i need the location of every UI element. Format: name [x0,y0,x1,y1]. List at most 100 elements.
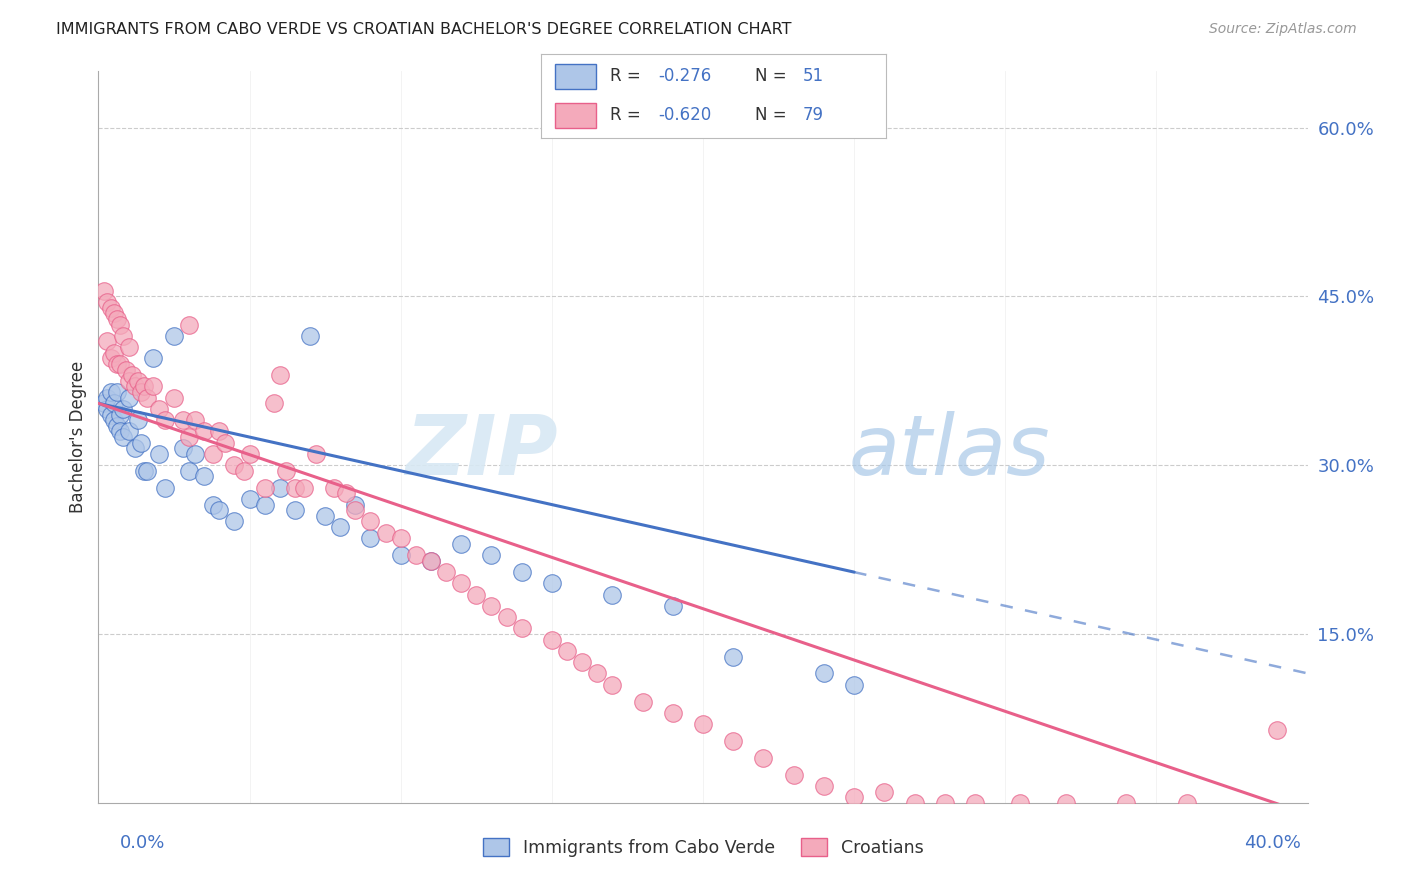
Point [661,706,683,720]
Point [93,396,115,410]
Text: atlas: atlas [848,411,1050,492]
Point [1010,796,1032,810]
Text: R =: R = [610,68,647,86]
Point [105,357,128,371]
Point [114,362,136,376]
Point [420,554,443,568]
Point [153,413,176,427]
Point [555,644,578,658]
Point [481,599,503,613]
Point [329,520,352,534]
Point [105,418,128,433]
Point [335,486,357,500]
Point [239,491,262,506]
Point [111,430,134,444]
Point [284,503,307,517]
Point [148,447,170,461]
Point [269,481,291,495]
Point [129,435,152,450]
Point [389,548,412,562]
Point [253,498,276,512]
Point [510,565,533,579]
Point [193,425,215,439]
Point [208,425,231,439]
Point [420,554,443,568]
Point [323,481,346,495]
Point [274,464,297,478]
FancyBboxPatch shape [555,103,596,128]
Point [299,328,322,343]
Point [263,396,285,410]
Point [224,458,246,473]
Point [118,340,141,354]
Point [100,301,122,315]
Point [108,425,131,439]
Point [129,385,152,400]
Point [105,312,128,326]
Point [100,351,122,366]
Point [1054,796,1077,810]
Point [631,694,654,708]
Point [224,515,246,529]
Point [374,525,396,540]
Point [752,751,775,765]
Legend: Immigrants from Cabo Verde, Croatians: Immigrants from Cabo Verde, Croatians [475,831,931,863]
Text: N =: N = [755,106,792,124]
Point [1267,723,1289,737]
Point [132,379,155,393]
Point [305,447,328,461]
Point [202,498,225,512]
Point [844,678,866,692]
Point [292,481,315,495]
Point [111,401,134,416]
Text: IMMIGRANTS FROM CABO VERDE VS CROATIAN BACHELOR'S DEGREE CORRELATION CHART: IMMIGRANTS FROM CABO VERDE VS CROATIAN B… [56,22,792,37]
Point [142,379,165,393]
Point [450,576,472,591]
Point [813,666,835,681]
Point [184,413,207,427]
Point [284,481,307,495]
Point [135,391,157,405]
Text: -0.276: -0.276 [658,68,711,86]
Point [93,284,115,298]
Point [844,790,866,805]
Y-axis label: Bachelor's Degree: Bachelor's Degree [69,361,87,513]
Point [434,565,457,579]
Point [108,318,131,332]
Point [103,306,125,320]
Point [142,351,165,366]
Point [135,464,157,478]
Point [124,442,146,456]
Point [1115,796,1137,810]
Point [100,385,122,400]
Point [232,464,254,478]
Point [184,447,207,461]
Point [208,503,231,517]
Point [163,328,186,343]
Point [103,396,125,410]
Point [360,532,382,546]
Point [108,408,131,422]
Point [904,796,927,810]
Point [172,413,194,427]
Point [465,588,488,602]
Point [96,391,118,405]
Point [253,481,276,495]
Point [602,678,624,692]
Point [214,435,236,450]
Point [389,532,412,546]
Point [179,430,201,444]
Point [723,734,745,748]
Point [127,374,149,388]
Point [602,588,624,602]
Point [121,368,143,383]
Text: Source: ZipAtlas.com: Source: ZipAtlas.com [1209,22,1357,37]
Point [96,295,118,310]
Point [179,464,201,478]
Text: 0.0%: 0.0% [120,834,165,852]
Point [105,385,128,400]
Point [450,537,472,551]
Point [405,548,427,562]
Point [314,508,336,523]
Point [202,447,225,461]
